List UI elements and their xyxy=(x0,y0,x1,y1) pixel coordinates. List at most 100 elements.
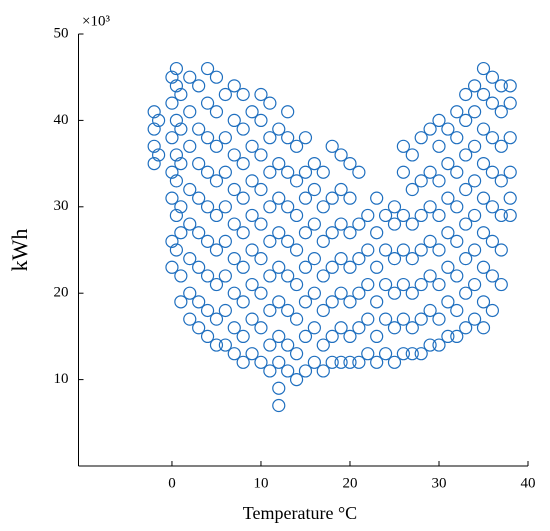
point xyxy=(281,364,295,378)
point xyxy=(414,208,428,223)
point xyxy=(272,157,286,171)
point xyxy=(192,79,206,93)
point xyxy=(414,131,428,145)
point xyxy=(169,148,184,162)
point xyxy=(476,157,491,171)
point xyxy=(450,329,464,343)
point xyxy=(152,148,166,162)
point xyxy=(316,364,330,378)
point xyxy=(254,355,268,369)
point xyxy=(459,286,473,300)
point xyxy=(423,269,437,283)
point xyxy=(307,286,321,300)
point xyxy=(227,321,241,335)
point xyxy=(494,174,508,188)
point xyxy=(361,347,375,361)
point xyxy=(325,355,339,369)
point xyxy=(503,208,517,223)
point xyxy=(209,243,224,257)
point xyxy=(236,226,250,240)
point xyxy=(459,113,473,128)
point xyxy=(165,165,179,179)
point xyxy=(396,165,410,179)
point xyxy=(414,312,428,326)
point xyxy=(245,312,259,326)
point xyxy=(459,148,473,162)
point xyxy=(459,217,473,231)
point xyxy=(387,217,402,231)
point xyxy=(334,286,348,300)
point xyxy=(432,139,446,153)
point xyxy=(485,303,499,318)
point xyxy=(307,157,321,171)
point xyxy=(152,113,166,128)
point xyxy=(361,277,375,292)
point xyxy=(307,217,321,231)
point xyxy=(245,208,259,223)
point xyxy=(192,157,206,171)
point xyxy=(485,234,499,248)
point xyxy=(325,139,339,153)
point xyxy=(325,191,339,205)
point xyxy=(227,182,241,197)
point xyxy=(209,105,224,119)
point xyxy=(441,329,455,343)
point xyxy=(281,165,295,179)
point xyxy=(183,182,197,197)
point xyxy=(485,165,499,179)
point xyxy=(218,87,232,102)
point xyxy=(200,96,215,110)
point xyxy=(281,200,295,214)
point xyxy=(169,61,184,76)
point xyxy=(432,113,446,128)
point xyxy=(263,165,277,179)
point xyxy=(485,200,499,214)
point xyxy=(485,269,499,283)
point xyxy=(423,200,437,214)
point xyxy=(450,165,464,179)
point xyxy=(343,226,357,240)
point xyxy=(236,157,250,171)
point xyxy=(289,312,304,326)
point xyxy=(503,191,517,205)
point xyxy=(387,355,402,369)
point xyxy=(281,234,295,248)
point xyxy=(289,373,304,387)
point xyxy=(361,312,375,326)
point xyxy=(307,182,321,197)
x-tick-label: 40 xyxy=(521,475,536,491)
y-tick-label: 30 xyxy=(54,198,69,214)
point xyxy=(245,174,259,188)
point xyxy=(236,329,250,343)
point xyxy=(298,364,313,378)
point xyxy=(263,96,277,110)
point xyxy=(147,139,161,153)
point xyxy=(370,295,384,309)
point xyxy=(245,277,259,292)
point xyxy=(174,269,188,283)
point xyxy=(236,191,250,205)
point xyxy=(218,165,232,179)
point xyxy=(272,329,286,343)
point xyxy=(432,338,446,352)
point xyxy=(370,191,384,205)
point xyxy=(209,70,224,84)
point xyxy=(254,286,268,300)
point xyxy=(227,79,241,93)
point xyxy=(378,243,393,257)
point xyxy=(169,243,184,257)
point xyxy=(169,79,184,93)
point xyxy=(227,347,241,361)
point xyxy=(281,269,295,283)
point xyxy=(316,303,330,318)
point xyxy=(209,338,224,352)
point xyxy=(476,321,491,335)
point xyxy=(343,355,357,369)
point xyxy=(165,260,179,274)
point xyxy=(316,338,330,352)
point xyxy=(272,398,286,413)
point xyxy=(307,321,321,335)
y-tick-label: 10 xyxy=(54,371,69,387)
point xyxy=(352,355,366,369)
